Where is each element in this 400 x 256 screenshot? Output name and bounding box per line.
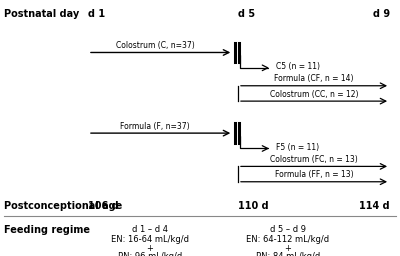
Text: PN: 96 mL/kg/d: PN: 96 mL/kg/d: [118, 252, 182, 256]
Text: d 1: d 1: [88, 9, 105, 19]
Text: Postconceptional age: Postconceptional age: [4, 201, 122, 211]
Text: Colostrum (FC, n = 13): Colostrum (FC, n = 13): [270, 155, 358, 164]
Text: d 5 – d 9: d 5 – d 9: [270, 225, 306, 234]
Text: +: +: [284, 244, 292, 253]
Text: Formula (FF, n = 13): Formula (FF, n = 13): [275, 170, 353, 179]
Text: Formula (CF, n = 14): Formula (CF, n = 14): [274, 74, 354, 83]
Text: d 5: d 5: [238, 9, 255, 19]
Text: Formula (F, n=37): Formula (F, n=37): [120, 122, 190, 131]
Text: PN: 84 mL/kg/d: PN: 84 mL/kg/d: [256, 252, 320, 256]
Text: 106 d: 106 d: [88, 201, 119, 211]
Text: Feeding regime: Feeding regime: [4, 225, 90, 236]
Text: Colostrum (CC, n = 12): Colostrum (CC, n = 12): [270, 90, 358, 99]
Text: Postnatal day: Postnatal day: [4, 9, 79, 19]
Text: 110 d: 110 d: [238, 201, 269, 211]
Text: F5 (n = 11): F5 (n = 11): [276, 143, 319, 152]
Text: EN: 64-112 mL/kg/d: EN: 64-112 mL/kg/d: [246, 235, 330, 244]
Text: Colostrum (C, n=37): Colostrum (C, n=37): [116, 41, 194, 50]
Text: C5 (n = 11): C5 (n = 11): [276, 62, 320, 71]
Text: +: +: [146, 244, 154, 253]
Text: d 1 – d 4: d 1 – d 4: [132, 225, 168, 234]
Text: EN: 16-64 mL/kg/d: EN: 16-64 mL/kg/d: [111, 235, 189, 244]
Text: d 9: d 9: [373, 9, 390, 19]
Text: 114 d: 114 d: [359, 201, 390, 211]
